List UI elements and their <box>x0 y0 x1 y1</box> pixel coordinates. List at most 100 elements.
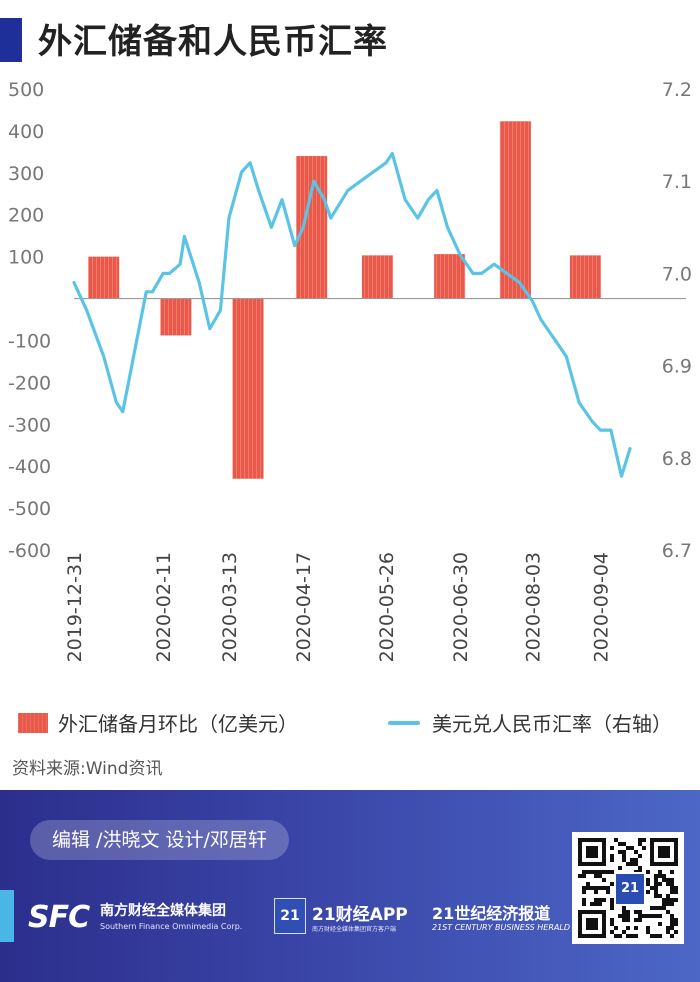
qr-module <box>658 922 662 926</box>
rate-point <box>270 226 273 229</box>
qr-module <box>622 842 626 846</box>
qr-module <box>634 910 638 914</box>
page-title: 外汇储备和人民币汇率 <box>38 22 388 62</box>
qr-pattern <box>578 838 678 938</box>
qr-module <box>662 902 666 906</box>
qr-module <box>610 846 614 850</box>
qr-module <box>642 914 646 918</box>
qr-module <box>602 878 606 882</box>
qr-module <box>670 890 674 894</box>
rate-point <box>102 355 105 358</box>
qr-module <box>630 846 634 850</box>
qr-module <box>634 850 638 854</box>
credits: 编辑 /洪晓文 设计/邓居轩 <box>30 820 289 860</box>
left-tick-label: 300 <box>8 163 44 185</box>
bar-2020-07 <box>499 121 531 299</box>
qr-module <box>618 842 622 846</box>
rate-point <box>427 198 430 201</box>
qr-module <box>674 922 678 926</box>
qr-module <box>658 894 662 898</box>
rate-point <box>552 337 555 339</box>
rate-point <box>610 429 612 431</box>
qr-module <box>666 882 670 886</box>
qr-module <box>658 906 662 910</box>
qr-module <box>646 930 650 934</box>
rate-point <box>209 327 211 330</box>
qr-module <box>646 878 650 882</box>
qr-module <box>598 902 602 906</box>
qr-module <box>646 870 650 874</box>
footer: 编辑 /洪晓文 设计/邓居轩 SFC 南方财经全媒体集团 Southern Fi… <box>0 790 700 982</box>
qr-module <box>654 882 658 886</box>
qr-module <box>654 886 658 890</box>
qr-module <box>638 910 642 914</box>
qr-module <box>594 874 598 878</box>
qr-module <box>594 898 598 902</box>
qr-module <box>662 906 666 910</box>
qr-module <box>654 906 658 910</box>
qr-module <box>658 934 662 938</box>
rate-point <box>459 254 462 256</box>
qr-module <box>594 890 598 894</box>
qr-module <box>638 866 642 870</box>
qr-module <box>610 870 614 874</box>
qr-module <box>670 902 674 906</box>
x-tick-label: 2020-08-03 <box>522 552 544 662</box>
qr-module <box>594 902 598 906</box>
qr-module <box>618 914 622 918</box>
sfc-name-cn: 南方财经全媒体集团 <box>100 903 226 919</box>
qr-module <box>650 934 654 938</box>
bar-2020-04 <box>296 156 328 299</box>
qr-module <box>666 910 670 914</box>
qr-module <box>634 858 638 862</box>
qr-module <box>626 918 630 922</box>
qr-module <box>674 930 678 934</box>
rate-point <box>281 198 283 201</box>
rate-point <box>493 263 495 265</box>
qr-module <box>582 902 586 906</box>
left-tick-label: -200 <box>8 372 51 394</box>
right-tick-label: 7.2 <box>662 79 692 101</box>
bar-2020-05 <box>361 255 393 299</box>
qr-module <box>582 870 586 874</box>
qr-module <box>586 882 590 886</box>
qr-module <box>626 934 630 938</box>
qr-module <box>586 870 590 874</box>
rate-point <box>179 263 181 265</box>
qr-module <box>622 854 626 858</box>
rate-point <box>480 272 483 275</box>
qr-module <box>610 922 614 926</box>
qr-module <box>610 882 614 886</box>
left-tick-label: 200 <box>8 205 44 227</box>
left-tick-label: -500 <box>8 498 51 520</box>
rate-point <box>162 272 164 275</box>
x-tick-label: 2020-09-04 <box>590 552 612 662</box>
bar-2020-06 <box>434 254 466 299</box>
exchange-rate-line <box>72 151 632 478</box>
qr-module <box>662 878 666 882</box>
rate-point <box>472 272 474 275</box>
qr-module <box>650 914 654 918</box>
right-tick-label: 7.0 <box>662 263 692 285</box>
qr-module <box>634 918 638 922</box>
rate-point <box>506 272 508 275</box>
qr-module <box>634 934 638 938</box>
rate-point <box>115 401 118 404</box>
qr-module <box>670 926 674 930</box>
app-subtitle: 南方财经全媒体集团官方客户端 <box>312 926 397 933</box>
qr-module <box>610 854 614 858</box>
legend-swatch-bars <box>18 712 48 733</box>
left-tick-label: -600 <box>8 540 51 562</box>
qr-module <box>670 898 674 902</box>
qr-module <box>630 934 634 938</box>
qr-module <box>654 894 658 898</box>
rate-point <box>73 281 75 284</box>
rate-point <box>518 281 521 284</box>
rate-point <box>620 475 623 478</box>
brand-strip: SFC 南方财经全媒体集团 Southern Finance Omnimedia… <box>0 890 600 950</box>
qr-module <box>598 874 602 878</box>
qr-module <box>622 918 626 922</box>
rate-point <box>629 447 631 450</box>
qr-module <box>650 886 654 890</box>
qr-module <box>610 898 614 902</box>
